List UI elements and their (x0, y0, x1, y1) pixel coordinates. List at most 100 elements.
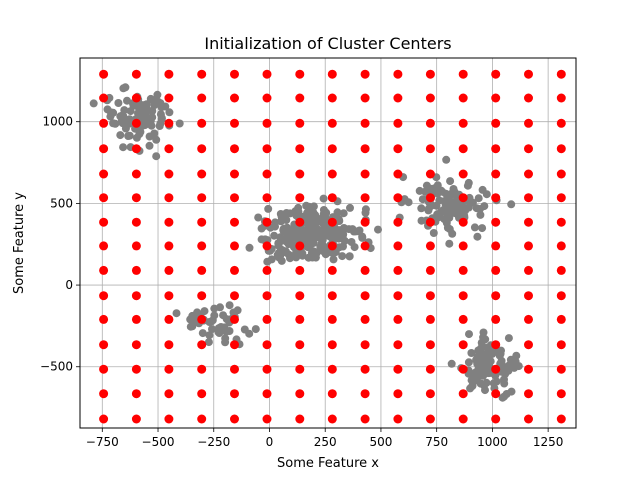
cluster-center-point (131, 291, 141, 301)
cluster-center-point (99, 241, 109, 251)
cluster-center-point (295, 193, 305, 203)
cluster-center-point (458, 314, 468, 324)
data-point (106, 108, 115, 117)
cluster-center-point (262, 414, 272, 424)
data-point (267, 255, 276, 264)
data-point (317, 239, 326, 248)
cluster-center-point (360, 364, 370, 374)
x-tick-label: 500 (369, 435, 392, 449)
data-point (270, 231, 279, 240)
data-point (145, 132, 154, 141)
cluster-center-point (197, 314, 207, 324)
cluster-center-point (295, 144, 305, 154)
data-point (338, 232, 347, 241)
cluster-center-point (524, 265, 533, 275)
cluster-center-point (295, 291, 305, 301)
cluster-center-point (164, 340, 174, 350)
cluster-center-point (131, 93, 141, 103)
data-point (404, 198, 413, 207)
cluster-center-point (262, 217, 272, 227)
cluster-center-point (327, 265, 337, 275)
cluster-center-point (458, 291, 468, 301)
cluster-center-point (99, 169, 109, 179)
cluster-center-point (360, 169, 370, 179)
data-point (221, 338, 230, 347)
cluster-center-point (556, 340, 566, 350)
cluster-center-point (262, 340, 272, 350)
cluster-center-point (360, 265, 370, 275)
cluster-center-point (458, 340, 468, 350)
data-point (286, 254, 294, 263)
cluster-center-point (327, 118, 337, 128)
cluster-center-point (99, 364, 109, 374)
data-point (210, 304, 219, 313)
cluster-center-point (360, 291, 370, 301)
data-point (318, 218, 327, 227)
data-point (335, 226, 344, 235)
data-point (193, 308, 202, 317)
cluster-center-point (458, 193, 468, 203)
data-point (200, 307, 209, 316)
data-point (506, 355, 515, 364)
cluster-center-point (327, 291, 337, 301)
plot-frame (79, 57, 577, 429)
cluster-center-point (393, 314, 403, 324)
data-point (121, 124, 130, 133)
cluster-center-point (393, 265, 403, 275)
cluster-center-point (491, 169, 501, 179)
cluster-center-point (524, 118, 533, 128)
cluster-center-point (425, 414, 435, 424)
x-tick-label: 250 (314, 435, 337, 449)
cluster-center-point (295, 118, 305, 128)
cluster-center-point (99, 144, 109, 154)
data-point (119, 116, 128, 125)
cluster-center-point (556, 364, 566, 374)
data-point (298, 251, 307, 260)
cluster-center-point (295, 314, 305, 324)
cluster-center-point (99, 314, 109, 324)
data-point (119, 84, 128, 93)
cluster-center-point (99, 414, 109, 424)
cluster-center-point (230, 265, 239, 275)
data-point (161, 102, 170, 111)
cluster-center-point (458, 364, 468, 374)
data-point (186, 322, 195, 331)
cluster-center-point (230, 314, 239, 324)
chart-title: Initialization of Cluster Centers (204, 34, 451, 53)
data-point (89, 99, 98, 108)
cluster-center-point (360, 144, 370, 154)
data-point (450, 187, 459, 196)
cluster-center-point (327, 193, 337, 203)
data-point (500, 379, 509, 388)
data-point (111, 119, 120, 128)
data-point (346, 203, 354, 212)
cluster-center-point (458, 414, 468, 424)
cluster-center-point (491, 93, 501, 103)
cluster-center-point (524, 217, 533, 227)
data-point (338, 252, 347, 261)
data-point (492, 377, 501, 386)
cluster-center-point (425, 69, 435, 79)
cluster-center-point (131, 265, 141, 275)
cluster-center-point (524, 291, 533, 301)
x-tick-label: −250 (197, 435, 230, 449)
x-tick-label: 0 (266, 435, 274, 449)
cluster-center-point (295, 414, 305, 424)
cluster-center-point (393, 340, 403, 350)
data-point (418, 195, 427, 204)
data-point (257, 235, 266, 244)
cluster-center-point (262, 144, 272, 154)
cluster-center-point (230, 144, 239, 154)
cluster-center-point (393, 193, 403, 203)
cluster-center-point (393, 389, 403, 399)
data-point (251, 325, 260, 334)
cluster-center-point (327, 340, 337, 350)
data-point (165, 108, 174, 117)
cluster-center-point (197, 364, 207, 374)
data-point (302, 226, 311, 235)
cluster-center-point (131, 193, 141, 203)
data-point (498, 361, 507, 369)
cluster-center-point (164, 241, 174, 251)
cluster-center-point (197, 118, 207, 128)
cluster-center-point (164, 291, 174, 301)
